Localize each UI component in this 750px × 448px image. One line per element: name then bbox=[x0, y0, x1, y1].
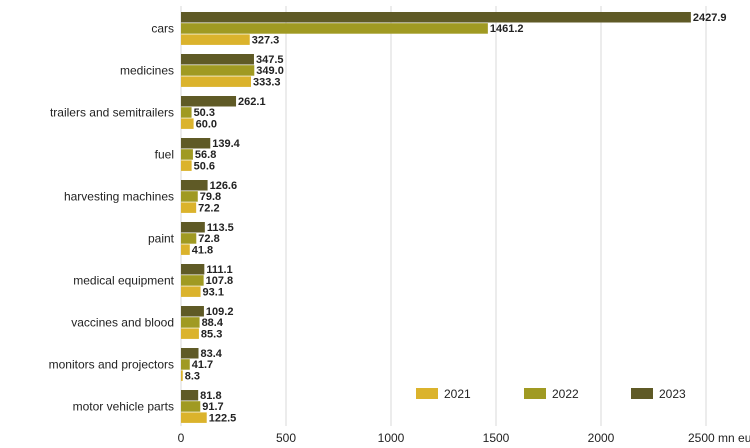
value-label: 50.6 bbox=[194, 160, 215, 172]
x-tick-label: 500 bbox=[276, 431, 296, 445]
value-label: 262.1 bbox=[238, 96, 266, 108]
bar-2021-9 bbox=[181, 412, 207, 423]
value-label: 85.3 bbox=[201, 328, 222, 340]
bar-2023-3 bbox=[181, 138, 211, 149]
value-label: 126.6 bbox=[210, 180, 238, 192]
bars bbox=[181, 12, 691, 423]
bar-2022-3 bbox=[181, 149, 193, 160]
bar-2022-0 bbox=[181, 23, 488, 34]
category-label: motor vehicle parts bbox=[73, 399, 174, 413]
value-label: 91.7 bbox=[202, 401, 223, 413]
value-label: 83.4 bbox=[201, 348, 223, 360]
category-label: vaccines and blood bbox=[71, 315, 174, 329]
category-label: paint bbox=[148, 231, 175, 245]
legend-label-2021: 2021 bbox=[444, 387, 471, 401]
bar-2021-4 bbox=[181, 202, 197, 213]
category-labels: cars medicines trailers and semitrailers fu… bbox=[49, 21, 175, 413]
value-label: 122.5 bbox=[209, 412, 237, 424]
bar-2021-8 bbox=[181, 370, 183, 381]
bar-2022-7 bbox=[181, 317, 200, 328]
value-label: 50.3 bbox=[194, 107, 215, 119]
x-axis-ticks: 0 500 1000 1500 2000 2500 mn euro bbox=[178, 431, 750, 445]
value-label: 41.7 bbox=[192, 359, 213, 371]
legend-label-2022: 2022 bbox=[552, 387, 579, 401]
bar-2022-5 bbox=[181, 233, 197, 244]
value-label: 107.8 bbox=[206, 275, 234, 287]
bar-2023-4 bbox=[181, 180, 208, 191]
category-label: monitors and projectors bbox=[49, 357, 174, 371]
value-label: 79.8 bbox=[200, 191, 221, 203]
bar-2022-2 bbox=[181, 107, 192, 118]
bar-2022-6 bbox=[181, 275, 204, 286]
bar-2022-8 bbox=[181, 359, 190, 370]
category-label: trailers and semitrailers bbox=[50, 105, 174, 119]
bar-2021-7 bbox=[181, 328, 199, 339]
value-label: 1461.2 bbox=[490, 23, 524, 35]
x-tick-label: 1000 bbox=[378, 431, 405, 445]
legend-swatch-2023 bbox=[631, 388, 653, 399]
value-label: 72.8 bbox=[198, 233, 219, 245]
legend-label-2023: 2023 bbox=[659, 387, 686, 401]
legend: 2021 2022 2023 bbox=[416, 387, 686, 401]
value-label: 2427.9 bbox=[693, 12, 727, 24]
value-label: 8.3 bbox=[185, 370, 200, 382]
x-tick-label: 1500 bbox=[483, 431, 510, 445]
bar-2022-1 bbox=[181, 65, 255, 76]
value-label: 333.3 bbox=[253, 76, 281, 88]
value-label: 56.8 bbox=[195, 149, 216, 161]
bar-2021-6 bbox=[181, 286, 201, 297]
bar-2023-0 bbox=[181, 12, 691, 23]
value-label: 60.0 bbox=[196, 118, 217, 130]
value-label: 41.8 bbox=[192, 244, 213, 256]
bar-2021-5 bbox=[181, 244, 190, 255]
bar-2023-6 bbox=[181, 264, 205, 275]
bar-2023-7 bbox=[181, 306, 204, 317]
value-label: 327.3 bbox=[252, 34, 280, 46]
category-label: harvesting machines bbox=[64, 189, 174, 203]
value-label: 88.4 bbox=[202, 317, 224, 329]
legend-swatch-2022 bbox=[524, 388, 546, 399]
bar-2023-5 bbox=[181, 222, 205, 233]
bar-2022-4 bbox=[181, 191, 198, 202]
value-label: 347.5 bbox=[256, 54, 284, 66]
value-label: 113.5 bbox=[207, 222, 234, 234]
value-label: 93.1 bbox=[203, 286, 224, 298]
value-label: 72.2 bbox=[198, 202, 219, 214]
bar-2023-8 bbox=[181, 348, 199, 359]
value-label: 81.8 bbox=[200, 390, 221, 402]
category-label: cars bbox=[151, 21, 174, 35]
bar-2021-0 bbox=[181, 34, 250, 45]
x-tick-label: 2000 bbox=[588, 431, 615, 445]
value-label: 349.0 bbox=[256, 65, 284, 77]
legend-swatch-2021 bbox=[416, 388, 438, 399]
value-label: 109.2 bbox=[206, 306, 234, 318]
category-label: fuel bbox=[155, 147, 174, 161]
bar-2023-9 bbox=[181, 390, 199, 401]
x-tick-label: 2500 mn euro bbox=[688, 431, 750, 445]
value-label: 111.1 bbox=[206, 264, 232, 276]
category-label: medicines bbox=[120, 63, 174, 77]
bar-2021-3 bbox=[181, 160, 192, 171]
bar-2023-1 bbox=[181, 54, 254, 65]
bar-2021-1 bbox=[181, 76, 251, 87]
bar-2023-2 bbox=[181, 96, 237, 107]
x-tick-label: 0 bbox=[178, 431, 185, 445]
category-label: medical equipment bbox=[73, 273, 174, 287]
bar-2021-2 bbox=[181, 118, 194, 129]
bar-2022-9 bbox=[181, 401, 201, 412]
value-label: 139.4 bbox=[212, 138, 240, 150]
